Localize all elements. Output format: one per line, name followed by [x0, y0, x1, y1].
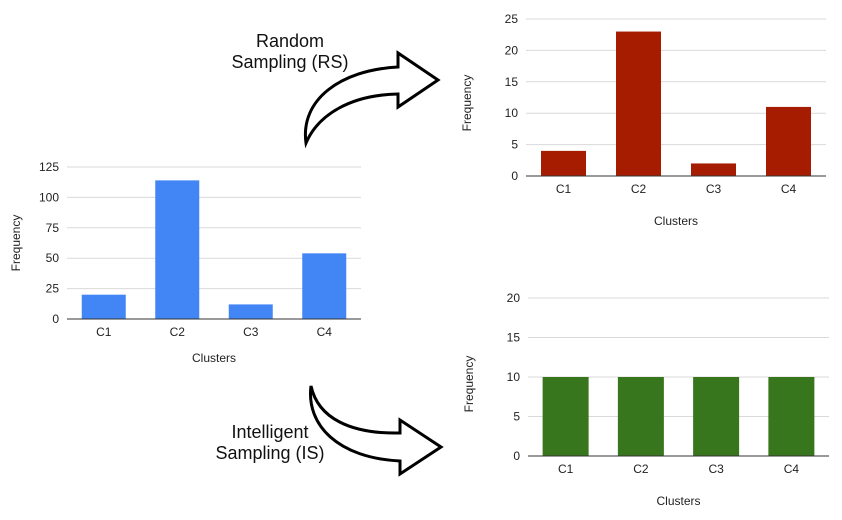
- y-tick-label: 0: [52, 312, 59, 326]
- y-tick-label: 125: [39, 160, 59, 174]
- y-axis-title: Frequency: [462, 356, 476, 413]
- intelligent-arrow-shape: [309, 385, 444, 477]
- intelligent-sampling-arrow: [309, 385, 444, 477]
- y-tick-label: 5: [511, 138, 518, 152]
- bar-c1: [81, 294, 126, 319]
- y-tick-label: 10: [507, 370, 521, 384]
- x-tick-label: C2: [170, 325, 186, 339]
- y-tick-label: 0: [513, 449, 520, 463]
- y-tick-label: 0: [511, 169, 518, 183]
- x-tick-label: C2: [631, 182, 647, 196]
- bar-c4: [768, 377, 815, 456]
- random-arrow-shape: [303, 50, 441, 149]
- intelligent-sampling-label-line2: Sampling (IS): [215, 443, 324, 463]
- y-axis-title: Frequency: [460, 75, 474, 132]
- x-tick-label: C3: [708, 462, 724, 476]
- x-axis-title: Clusters: [192, 351, 236, 365]
- x-tick-label: C2: [633, 462, 649, 476]
- bar-c2: [617, 377, 664, 456]
- bar-c4: [766, 106, 811, 176]
- bar-c3: [228, 304, 273, 319]
- y-axis-title: Frequency: [9, 215, 23, 272]
- y-tick-label: 100: [39, 190, 59, 204]
- y-tick-label: 20: [507, 291, 521, 305]
- bar-c1: [541, 150, 586, 176]
- random-sampling-label-line1: Random: [256, 31, 324, 51]
- intelligent-sampling-chart: 0 5 10 15 20 C1 C2 C3 C4 Clusters Frequency: [462, 291, 829, 508]
- bar-c1: [542, 377, 589, 456]
- y-tick-label: 50: [46, 251, 60, 265]
- y-tick-label: 5: [513, 410, 520, 424]
- x-tick-label: C4: [317, 325, 333, 339]
- y-tick-label: 25: [46, 282, 60, 296]
- bar-c3: [691, 163, 736, 176]
- x-tick-label: C3: [243, 325, 259, 339]
- x-tick-label: C3: [706, 182, 722, 196]
- intelligent-sampling-label-line1: Intelligent: [231, 422, 308, 442]
- x-tick-label: C1: [558, 462, 574, 476]
- random-sampling-label-line2: Sampling (RS): [231, 52, 348, 72]
- x-axis-title: Clusters: [654, 214, 698, 228]
- bar-c2: [155, 180, 200, 319]
- bar-c3: [693, 377, 740, 456]
- random-sampling-arrow: [303, 50, 441, 149]
- y-tick-label: 25: [505, 12, 519, 26]
- x-axis-title: Clusters: [656, 494, 700, 508]
- original-frequency-chart: 0 25 50 75 100 125 C1 C2 C3 C4 Clusters Frequency: [9, 160, 361, 365]
- y-tick-label: 15: [507, 331, 521, 345]
- y-tick-label: 10: [505, 106, 519, 120]
- random-sampling-chart: 0 5 10 15 20 25 C1 C2 C3 C4 Clusters Frequency: [460, 12, 826, 228]
- bar-c4: [302, 253, 347, 319]
- y-tick-label: 75: [46, 221, 60, 235]
- x-tick-label: C4: [784, 462, 800, 476]
- x-tick-label: C1: [96, 325, 112, 339]
- y-tick-label: 20: [505, 43, 519, 57]
- x-tick-label: C1: [556, 182, 572, 196]
- x-tick-label: C4: [781, 182, 797, 196]
- y-tick-label: 15: [505, 75, 519, 89]
- bar-c2: [616, 31, 661, 177]
